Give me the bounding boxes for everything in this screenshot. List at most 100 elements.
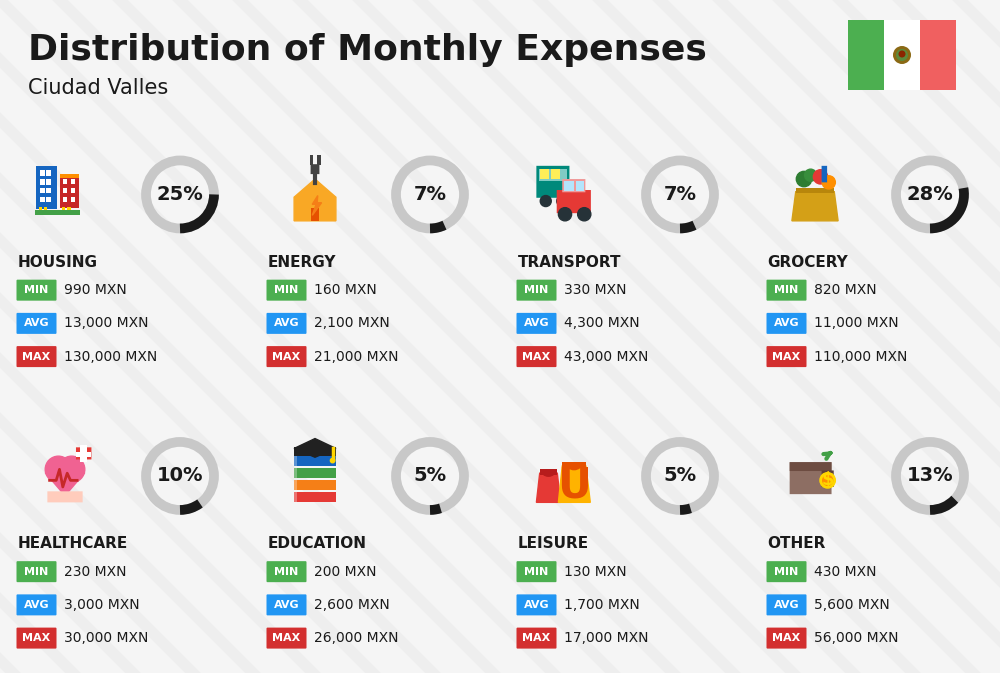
Text: 13,000 MXN: 13,000 MXN — [64, 316, 148, 330]
FancyBboxPatch shape — [562, 179, 585, 192]
FancyBboxPatch shape — [551, 169, 560, 179]
FancyBboxPatch shape — [790, 462, 832, 494]
Text: 130 MXN: 130 MXN — [564, 565, 626, 579]
FancyBboxPatch shape — [884, 20, 920, 90]
Text: 56,000 MXN: 56,000 MXN — [814, 631, 898, 645]
Text: MIN: MIN — [274, 567, 299, 577]
Text: AVG: AVG — [774, 600, 799, 610]
Text: OTHER: OTHER — [768, 536, 826, 551]
Text: 110,000 MXN: 110,000 MXN — [814, 349, 907, 363]
Text: 200 MXN: 200 MXN — [314, 565, 376, 579]
Circle shape — [896, 49, 908, 61]
Text: MAX: MAX — [272, 351, 301, 361]
FancyBboxPatch shape — [767, 628, 806, 649]
Polygon shape — [558, 466, 590, 502]
FancyBboxPatch shape — [46, 170, 51, 176]
Text: 1,700 MXN: 1,700 MXN — [564, 598, 639, 612]
FancyBboxPatch shape — [266, 280, 306, 301]
Circle shape — [820, 472, 835, 488]
Text: U: U — [557, 465, 591, 507]
FancyBboxPatch shape — [266, 628, 306, 649]
FancyBboxPatch shape — [294, 493, 297, 502]
Text: MIN: MIN — [774, 567, 799, 577]
Polygon shape — [294, 439, 336, 457]
Text: MIN: MIN — [274, 285, 299, 295]
Text: 13%: 13% — [907, 466, 953, 485]
Text: Ciudad Valles: Ciudad Valles — [28, 78, 168, 98]
Text: AVG: AVG — [24, 600, 49, 610]
Text: 3,000 MXN: 3,000 MXN — [64, 598, 139, 612]
FancyBboxPatch shape — [80, 445, 87, 462]
Circle shape — [540, 196, 551, 207]
FancyBboxPatch shape — [60, 174, 79, 178]
FancyBboxPatch shape — [516, 561, 556, 582]
Text: MAX: MAX — [22, 351, 51, 361]
FancyBboxPatch shape — [63, 197, 67, 202]
Text: 30,000 MXN: 30,000 MXN — [64, 631, 148, 645]
Circle shape — [796, 172, 812, 186]
Polygon shape — [294, 179, 336, 221]
Text: 25%: 25% — [157, 185, 203, 204]
Text: MAX: MAX — [772, 633, 801, 643]
Text: 330 MXN: 330 MXN — [564, 283, 626, 297]
Text: $: $ — [821, 471, 834, 489]
Circle shape — [578, 208, 591, 221]
Circle shape — [805, 169, 817, 181]
Text: 7%: 7% — [664, 185, 696, 204]
Text: 11,000 MXN: 11,000 MXN — [814, 316, 898, 330]
FancyBboxPatch shape — [266, 313, 306, 334]
FancyBboxPatch shape — [557, 190, 591, 213]
Circle shape — [813, 170, 828, 184]
FancyBboxPatch shape — [767, 346, 806, 367]
FancyBboxPatch shape — [539, 169, 567, 181]
FancyBboxPatch shape — [311, 164, 319, 174]
FancyBboxPatch shape — [562, 462, 586, 468]
FancyBboxPatch shape — [767, 594, 806, 615]
FancyBboxPatch shape — [294, 456, 297, 466]
Circle shape — [893, 46, 911, 64]
Circle shape — [898, 50, 906, 57]
Text: MAX: MAX — [522, 633, 551, 643]
Text: GROCERY: GROCERY — [768, 254, 848, 269]
FancyBboxPatch shape — [822, 470, 834, 487]
FancyBboxPatch shape — [310, 155, 313, 165]
Text: 5%: 5% — [663, 466, 697, 485]
FancyBboxPatch shape — [16, 346, 56, 367]
FancyBboxPatch shape — [76, 452, 91, 457]
Text: MIN: MIN — [24, 285, 49, 295]
Text: AVG: AVG — [524, 600, 549, 610]
FancyBboxPatch shape — [536, 166, 569, 198]
Text: 2,600 MXN: 2,600 MXN — [314, 598, 389, 612]
Text: 160 MXN: 160 MXN — [314, 283, 376, 297]
FancyBboxPatch shape — [516, 346, 556, 367]
Text: 28%: 28% — [907, 185, 953, 204]
FancyBboxPatch shape — [767, 561, 806, 582]
Circle shape — [58, 456, 85, 483]
Circle shape — [557, 196, 568, 207]
Text: MAX: MAX — [272, 633, 301, 643]
FancyBboxPatch shape — [44, 207, 47, 210]
Text: AVG: AVG — [24, 318, 49, 328]
FancyBboxPatch shape — [40, 197, 45, 202]
FancyBboxPatch shape — [294, 468, 336, 478]
FancyBboxPatch shape — [70, 179, 75, 184]
FancyBboxPatch shape — [16, 628, 56, 649]
FancyBboxPatch shape — [266, 594, 306, 615]
Polygon shape — [312, 196, 322, 215]
FancyBboxPatch shape — [63, 179, 67, 184]
Text: 130,000 MXN: 130,000 MXN — [64, 349, 157, 363]
Text: AVG: AVG — [524, 318, 549, 328]
FancyBboxPatch shape — [848, 20, 884, 90]
Text: LEISURE: LEISURE — [518, 536, 589, 551]
FancyBboxPatch shape — [294, 456, 336, 466]
Text: MIN: MIN — [24, 567, 49, 577]
Text: 21,000 MXN: 21,000 MXN — [314, 349, 398, 363]
Circle shape — [822, 176, 835, 189]
FancyBboxPatch shape — [294, 481, 297, 490]
FancyBboxPatch shape — [63, 188, 67, 192]
FancyBboxPatch shape — [36, 166, 57, 209]
FancyBboxPatch shape — [266, 561, 306, 582]
Circle shape — [45, 456, 72, 483]
FancyBboxPatch shape — [576, 180, 584, 190]
Text: AVG: AVG — [274, 318, 299, 328]
